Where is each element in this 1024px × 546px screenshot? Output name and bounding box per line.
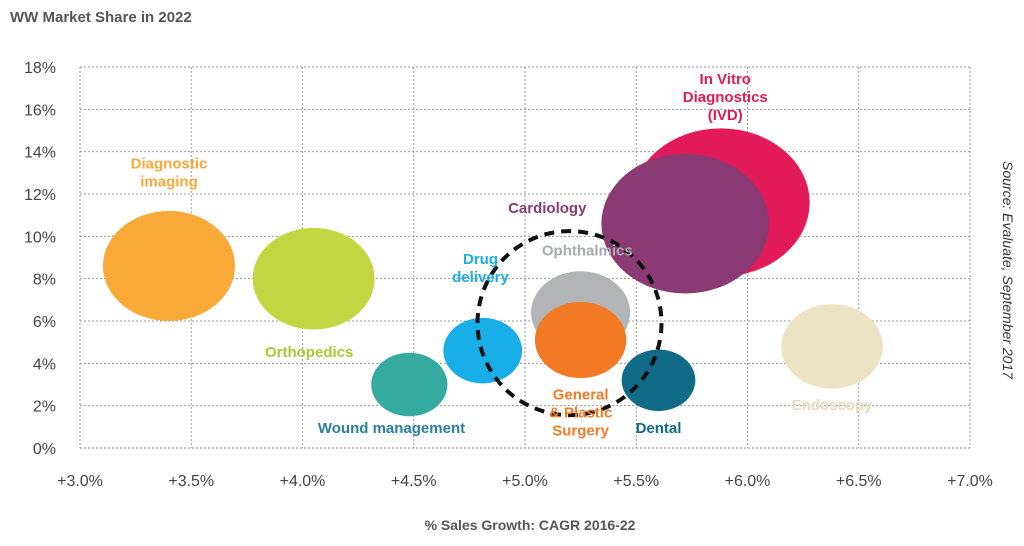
y-tick-label: 16% <box>24 102 56 119</box>
bubble-labels: Diagnostic imaging Orthopedics Wound manage… <box>131 71 873 439</box>
label-in-vitro-diagnostics-ivd: In Vitro Diagnostics (IVD) <box>683 71 768 124</box>
bubble-orthopedics <box>252 227 375 330</box>
label-wound-management: Wound management <box>318 420 465 437</box>
label-ophthalmics: Ophthalmics <box>542 242 633 259</box>
x-tick-label: +3.0% <box>57 473 103 490</box>
highlight-dashed-circle <box>475 229 664 418</box>
x-tick-label: +7.0% <box>947 473 993 490</box>
label-endoscopy: Endoscopy <box>792 397 874 414</box>
x-tick-label: +6.0% <box>725 473 771 490</box>
label-general-plastic-surgery: General & Plastic Surgery <box>549 386 612 439</box>
y-tick-label: 10% <box>24 229 56 246</box>
bubbles <box>102 128 883 418</box>
label-diagnostic-imaging: Diagnostic imaging <box>131 156 208 191</box>
y-tick-label: 6% <box>33 314 56 331</box>
bubble-general-plastic-surgery <box>534 301 627 379</box>
y-tick-label: 18% <box>24 60 56 77</box>
label-orthopedics: Orthopedics <box>265 344 353 361</box>
y-tick-label: 12% <box>24 187 56 204</box>
chart-title: WW Market Share in 2022 <box>10 9 192 26</box>
label-drug-delivery: Drug delivery <box>452 251 509 286</box>
y-tick-label: 4% <box>33 356 56 373</box>
label-dental: Dental <box>636 420 682 437</box>
label-cardiology: Cardiology <box>508 200 587 217</box>
bubble-endoscopy <box>781 304 883 389</box>
source-note: Source: Evaluate, September 2017 <box>1000 161 1016 380</box>
bubble-wound-management <box>371 352 448 417</box>
y-tick-label: 2% <box>33 399 56 416</box>
x-tick-label: +5.5% <box>613 473 659 490</box>
x-tick-label: +4.5% <box>391 473 437 490</box>
x-tick-label: +6.5% <box>836 473 882 490</box>
x-tick-label: +5.0% <box>502 473 548 490</box>
y-tick-label: 8% <box>33 272 56 289</box>
y-axis-ticks: 0% 2% 4% 6% 8% 10% 12% 14% 16% 18% <box>24 60 56 458</box>
x-axis-label: % Sales Growth: CAGR 2016-22 <box>425 517 636 533</box>
x-axis-ticks: +3.0% +3.5% +4.0% +4.5% +5.0% +5.5% +6.0% +6.5%… <box>57 473 993 490</box>
y-tick-label: 14% <box>24 145 56 162</box>
y-tick-label: 0% <box>33 441 56 458</box>
bubble-cardiology <box>601 153 770 294</box>
bubble-diagnostic-imaging <box>102 210 236 321</box>
x-tick-label: +4.0% <box>280 473 326 490</box>
bubble-dental <box>621 349 696 411</box>
x-tick-label: +3.5% <box>168 473 214 490</box>
